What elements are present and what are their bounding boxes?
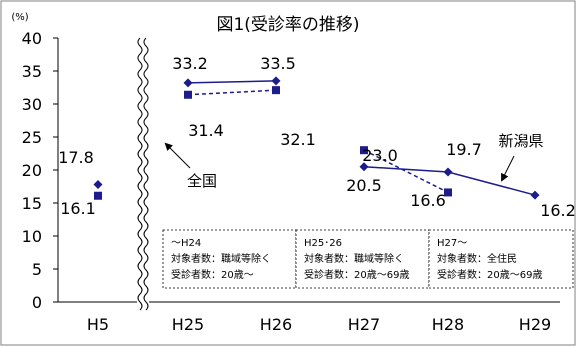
data-label: 16.6	[410, 191, 446, 210]
y-tick-label: 10	[22, 227, 42, 246]
y-tick-label: 0	[32, 293, 42, 312]
note-text: 対象者数：職域等除く	[171, 252, 271, 265]
annotation-arrow-zenkoku	[164, 142, 191, 169]
note-text: 対象者数：職域等除く	[304, 252, 404, 265]
note-text: 対象者数：全住民	[437, 252, 517, 265]
data-point-diamond	[443, 167, 453, 177]
y-unit-label: (%)	[11, 12, 28, 23]
series-line-zenkoku	[187, 89, 277, 96]
note-box	[428, 229, 574, 289]
note-text: 受診者数：20歳～69歳	[304, 268, 409, 281]
x-tick-label: H25	[172, 315, 204, 334]
annotation-arrow-niigata	[501, 155, 515, 182]
data-point-diamond	[530, 190, 540, 200]
y-tick-label: 20	[22, 161, 42, 180]
series-name-zenkoku: 全国	[187, 172, 217, 190]
data-label: 31.4	[188, 121, 224, 140]
data-label: 23.0	[362, 146, 398, 165]
data-point-diamond	[359, 162, 369, 172]
note-text: ～H24	[171, 238, 201, 249]
series-name-niigata: 新潟県	[498, 132, 543, 150]
y-tick-label: 40	[22, 29, 42, 48]
axis-break	[137, 37, 149, 311]
note-text: 受診者数：20歳～69歳	[437, 268, 542, 281]
x-tick-label: H27	[348, 315, 380, 334]
x-tick-label: H26	[260, 315, 292, 334]
data-point-diamond	[271, 76, 281, 86]
note-box	[295, 229, 430, 289]
data-label: 33.5	[260, 54, 296, 73]
x-tick-label: H5	[87, 315, 109, 334]
x-tick-label: H28	[432, 315, 464, 334]
data-point-square	[94, 191, 102, 200]
axis-break-line	[137, 37, 143, 311]
note-text: H27～	[437, 238, 467, 249]
y-tick-label: 5	[32, 260, 42, 279]
data-label: 20.5	[346, 176, 382, 195]
data-label: 33.2	[172, 54, 208, 73]
series-line-zenkoku	[363, 149, 449, 194]
data-label: 32.1	[280, 130, 316, 149]
data-label: 16.1	[60, 199, 96, 218]
data-label: 16.2	[540, 201, 576, 220]
data-point-square	[444, 188, 452, 197]
y-tick-label: 15	[22, 194, 42, 213]
y-tick-label: 30	[22, 95, 42, 114]
data-label: 19.7	[446, 140, 482, 159]
axis-break-line	[143, 37, 149, 311]
series-line-niigata	[187, 80, 277, 84]
data-label: 17.8	[58, 148, 94, 167]
data-point-diamond	[183, 78, 193, 88]
data-point-diamond	[93, 180, 103, 190]
data-point-square	[184, 90, 192, 99]
chart-title: 図1(受診率の推移)	[216, 15, 359, 35]
y-tick-label: 25	[22, 128, 42, 147]
note-text: H25･26	[304, 238, 342, 249]
y-tick-label: 35	[22, 62, 42, 81]
data-point-square	[360, 146, 368, 155]
note-text: 受診者数：20歳～	[171, 268, 254, 281]
x-tick-label: H29	[519, 315, 551, 334]
data-point-square	[272, 86, 280, 95]
